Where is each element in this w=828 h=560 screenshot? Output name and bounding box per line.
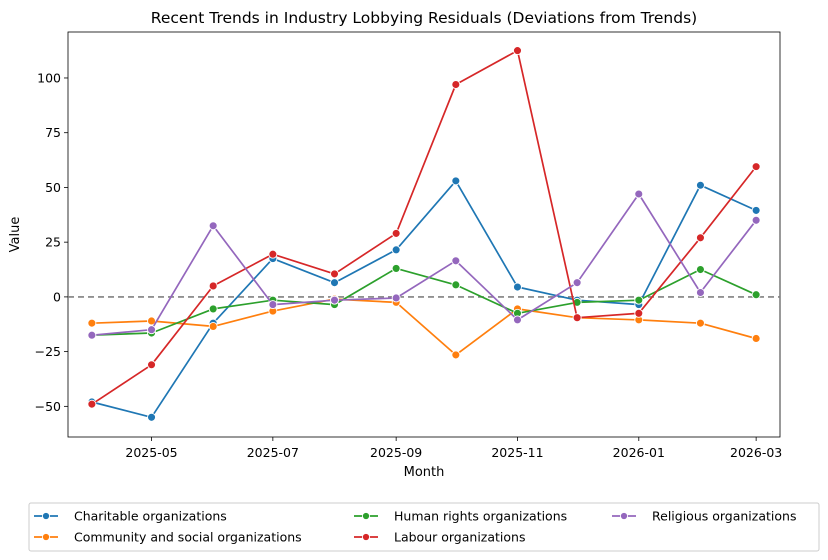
series-religious-organizations [87, 189, 761, 340]
data-point [268, 300, 278, 310]
data-point [513, 46, 522, 56]
x-tick-label: 2025-11 [491, 445, 543, 460]
legend-item: Charitable organizations [34, 509, 227, 524]
data-point [634, 295, 644, 305]
legend-item: Human rights organizations [354, 509, 567, 524]
y-tick-label: −25 [35, 344, 61, 359]
y-tick-label: 0 [53, 289, 61, 304]
x-axis: 2025-05 2025-07 2025-09 2025-11 2026-01 2026-… [125, 437, 782, 460]
legend-label: Charitable organizations [74, 509, 227, 524]
data-point [695, 180, 705, 190]
y-tick-label: 75 [45, 125, 61, 140]
plot-frame [67, 31, 781, 438]
data-point [451, 280, 461, 290]
data-point [751, 205, 761, 215]
legend-swatch-marker [41, 532, 51, 542]
data-point [330, 295, 339, 305]
y-tick-label: 100 [37, 70, 61, 85]
data-point [751, 162, 761, 172]
data-point [751, 290, 761, 300]
legend-item: Labour organizations [354, 530, 525, 545]
x-tick-label: 2025-05 [125, 445, 177, 460]
series-line [91, 180, 757, 419]
legend-label: Religious organizations [652, 509, 796, 524]
data-point [391, 293, 401, 303]
data-point [208, 221, 218, 231]
data-point [87, 318, 97, 328]
data-point [391, 245, 401, 255]
data-point [451, 350, 461, 360]
data-point [87, 399, 97, 409]
data-point [695, 265, 705, 274]
data-point [634, 189, 644, 199]
data-point [695, 318, 705, 328]
x-tick-label: 2026-01 [613, 445, 665, 460]
x-axis-label: Month [404, 465, 445, 480]
legend-swatch-marker [361, 511, 371, 521]
legend-item: Religious organizations [612, 509, 796, 524]
y-axis: −50 −25 0 25 50 75 100 [35, 70, 68, 414]
data-point [451, 256, 461, 266]
data-point [513, 282, 522, 292]
data-point [330, 278, 339, 288]
data-point [147, 325, 156, 335]
x-tick-label: 2026-03 [730, 445, 782, 460]
series-line [91, 49, 757, 405]
legend-item: Community and social organizations [34, 530, 302, 545]
data-point [208, 304, 218, 314]
data-point [147, 412, 156, 422]
x-tick-label: 2025-07 [247, 445, 299, 460]
data-point [268, 249, 278, 259]
data-point [751, 334, 761, 343]
series-line [91, 193, 757, 337]
data-point [451, 80, 461, 89]
series-labour-organizations [87, 46, 761, 409]
data-point [634, 308, 644, 318]
data-point [87, 330, 97, 340]
legend: Charitable organizations Community and so… [28, 502, 820, 552]
data-point [208, 321, 218, 331]
y-tick-label: 50 [45, 180, 61, 195]
legend-swatch-marker [41, 511, 51, 521]
data-point [208, 281, 218, 291]
data-point [572, 278, 582, 288]
legend-label: Community and social organizations [74, 530, 302, 545]
legend-swatch-marker [361, 532, 371, 542]
y-axis-label: Value [8, 217, 23, 253]
x-tick-label: 2025-09 [370, 445, 422, 460]
series-line [91, 298, 757, 356]
legend-label: Labour organizations [394, 530, 525, 545]
data-point [451, 176, 461, 186]
data-point [391, 263, 401, 273]
data-point [751, 215, 761, 225]
data-point [330, 269, 339, 279]
chart-title: Recent Trends in Industry Lobbying Resid… [151, 9, 697, 27]
data-point [572, 313, 582, 323]
data-point [391, 228, 401, 238]
y-tick-label: −50 [35, 399, 61, 414]
data-point [695, 288, 705, 297]
legend-label: Human rights organizations [394, 509, 567, 524]
data-point [147, 316, 156, 326]
y-tick-label: 25 [45, 235, 61, 250]
series-line [91, 267, 757, 337]
data-point [147, 360, 156, 370]
legend-swatch-marker [619, 511, 629, 521]
series-lines [87, 46, 761, 422]
data-point [695, 233, 705, 243]
data-point [513, 315, 522, 325]
